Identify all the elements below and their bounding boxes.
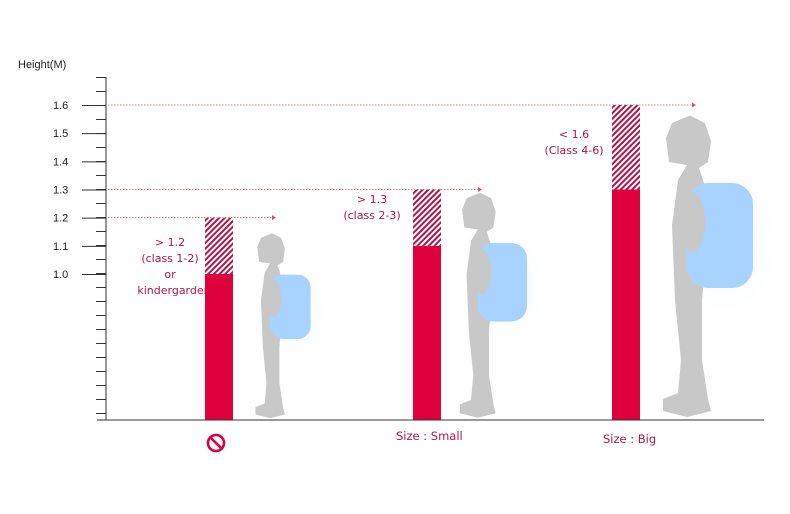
children-figures [253,115,786,419]
bar-annotation: or [164,268,176,281]
no-entry-icon [206,433,226,453]
y-tick-label: 1.1 [53,241,68,253]
child-arm [473,249,492,295]
guide-lines [108,102,696,221]
bar-hatched [413,189,441,246]
y-tick-label: 1.6 [53,100,68,112]
bar-hatched [612,105,640,190]
guide-arrow [478,187,482,192]
child-figure [253,233,331,419]
bar-annotation: kindergarden [137,284,211,297]
bar-annotation: (class 2-3) [343,209,401,222]
bar-solid [612,189,640,420]
bar-hatched [205,217,233,274]
bar-annotation: > 1.2 [154,236,186,249]
bar-annotation: (class 1-2) [141,252,199,265]
y-tick-label: 1.5 [53,128,68,140]
child-arm [266,280,282,317]
bars [205,105,640,420]
size-label: Size : Big [603,432,657,446]
bar-solid [205,274,233,420]
bar-solid [413,245,441,420]
y-tick-label: 1.4 [53,156,68,168]
size-label: Size : Small [396,429,463,443]
y-axis-label: Height(M) [18,59,67,71]
child-figure [457,192,552,418]
guide-arrow [692,102,696,108]
child-arm [681,192,705,252]
y-axis: 1.6 1.5 1.4 1.3 1.2 1.1 1.0 [53,77,107,420]
bar-annotation: > 1.3 [356,193,388,206]
bar-annotation: < 1.6 [558,128,590,141]
guide-arrow [272,215,276,221]
child-figure [660,115,786,417]
y-tick-label: 1.0 [53,269,68,281]
y-tick-label: 1.2 [53,213,68,225]
y-tick-label: 1.3 [53,185,68,197]
bar-annotation: (Class 4-6) [544,144,604,157]
